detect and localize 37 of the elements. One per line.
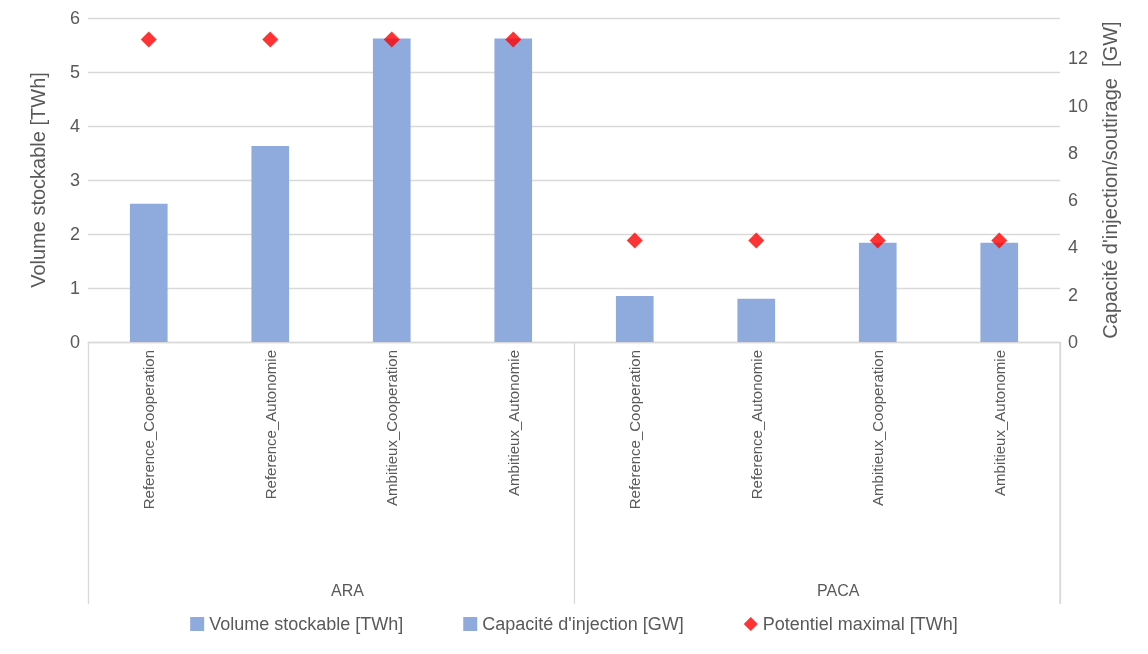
y-tick-label: 3 [69,170,80,190]
x-tick-label: Reference_Autonomie [747,350,765,500]
bar [129,203,168,342]
bar [494,38,533,342]
y-axis-title: Volume stockable [TWh] [27,72,49,288]
bar [980,242,1019,342]
bar [251,145,290,342]
legend-label: Capacité d'injection [GW] [482,614,684,634]
text: PACA [817,581,860,599]
x-tick-label: Ambitieux_Autonomie [504,350,522,496]
y-tick-label: 1 [69,278,80,298]
y2-tick-label: 4 [1068,237,1079,258]
y2-tick-label: 10 [1068,95,1089,116]
text: ARA [331,581,365,599]
y2-tick-label: 8 [1068,142,1079,163]
y2-axis-title: Capacité d'injection/soutirage [GW] [1099,21,1121,339]
legend-label: Volume stockable [TWh] [209,614,404,634]
bar [737,298,776,342]
y2-tick-label: 6 [1068,190,1079,211]
y-tick-label: 5 [69,62,80,82]
y2-tick-label: 0 [1068,332,1079,352]
bar [615,296,654,342]
legend-label: Potentiel maximal [TWh] [762,614,958,634]
x-tick-label: Ambitieux_Cooperation [869,350,887,506]
y-tick-label: 0 [69,332,80,352]
y-tick-label: 2 [69,224,80,244]
bar [372,38,411,342]
x-tick-label: Reference_Cooperation [140,350,158,510]
x-tick-label: Reference_Autonomie [261,350,279,500]
y2-tick-label: 2 [1068,284,1079,305]
x-tick-label: Ambitieux_Cooperation [383,350,401,506]
y-tick-label: 6 [69,8,80,28]
x-tick-label: Ambitieux_Autonomie [990,350,1008,496]
y2-tick-label: 12 [1068,48,1089,69]
x-tick-label: Reference_Cooperation [626,350,644,510]
y-tick-label: 4 [69,116,80,136]
bar [858,242,897,342]
